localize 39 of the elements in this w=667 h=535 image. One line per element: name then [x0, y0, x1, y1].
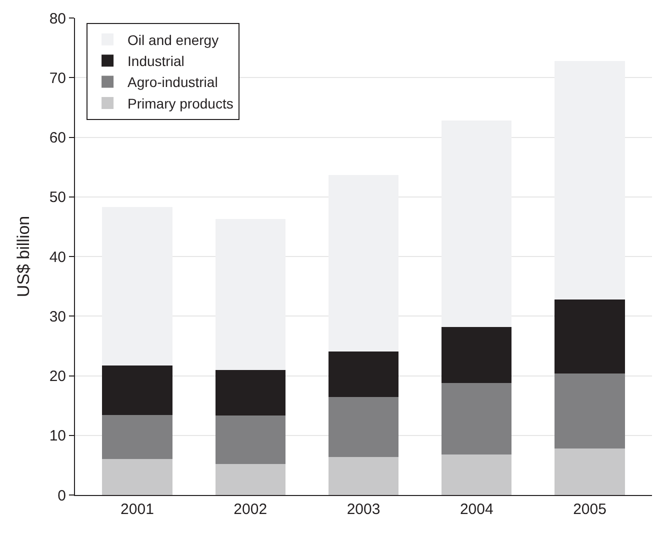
x-tick-label: 2004	[460, 501, 494, 518]
y-tick-label: 0	[58, 487, 66, 504]
y-tick-label: 30	[49, 308, 66, 326]
y-tick-label: 10	[49, 428, 66, 445]
bar	[102, 415, 172, 460]
bar	[102, 207, 172, 366]
y-tick-label: 80	[49, 10, 66, 28]
bar	[554, 299, 625, 374]
y-tick-label: 50	[49, 189, 66, 206]
bar	[328, 456, 399, 495]
bar	[215, 416, 286, 464]
bar	[554, 448, 625, 495]
legend-label: Agro-industrial	[128, 74, 218, 90]
bar	[215, 464, 286, 495]
x-tick-label: 2003	[346, 501, 380, 518]
y-axis-title: US$ billion	[14, 216, 33, 298]
bar	[328, 397, 399, 457]
x-tick-label: 2005	[573, 501, 606, 518]
bar	[554, 373, 625, 448]
bar	[102, 459, 172, 495]
bar	[442, 326, 512, 383]
bar	[215, 218, 286, 370]
legend-label: Oil and energy	[128, 32, 219, 48]
bar	[328, 351, 399, 398]
y-tick-label: 20	[49, 368, 66, 385]
bar	[554, 60, 625, 300]
legend-label: Industrial	[128, 53, 184, 70]
y-tick-label: 60	[49, 130, 66, 146]
bar	[328, 174, 399, 352]
y-tick-label: 70	[49, 70, 66, 87]
bar	[102, 366, 172, 416]
bar	[442, 454, 512, 495]
y-tick-label: 40	[49, 248, 66, 266]
bar	[215, 370, 286, 416]
bar	[442, 382, 512, 454]
x-tick-label: 2001	[120, 501, 154, 518]
bar	[442, 120, 512, 327]
x-tick-label: 2002	[234, 501, 268, 518]
legend-label: Primary products	[128, 95, 234, 112]
